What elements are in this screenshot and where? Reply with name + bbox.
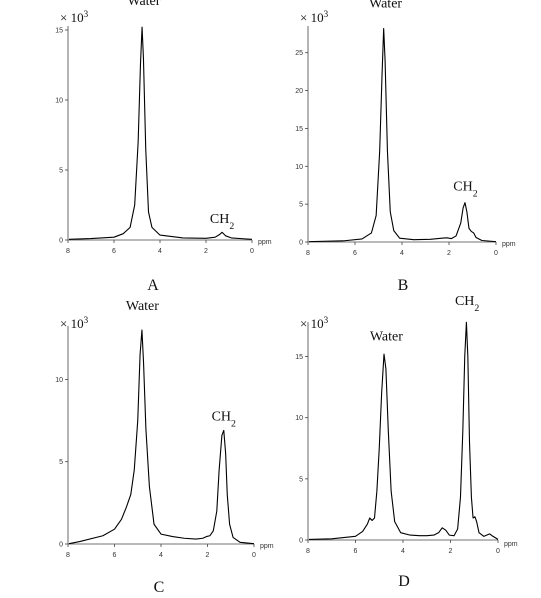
x-tick-label: 2: [206, 552, 210, 559]
x-tick-label: 8: [66, 248, 70, 255]
spectrum-panel-c: 0 5 10 8 6 4 2 0 ppm × 103 Water CH2 C: [55, 299, 274, 596]
peak-annotation: Water: [370, 330, 403, 345]
panel-letter: C: [154, 579, 165, 596]
x-tick-label: 8: [66, 552, 70, 559]
x-tick-label: 6: [354, 548, 358, 555]
x-axis-unit-label: ppm: [258, 239, 272, 246]
x-tick-label: 0: [496, 548, 500, 555]
x-tick-label: 2: [449, 548, 453, 555]
y-tick-label: 10: [295, 415, 303, 422]
peak-annotation: CH2: [455, 294, 479, 314]
x-tick-label: 6: [113, 552, 117, 559]
panel-letter: D: [398, 573, 410, 590]
y-tick-label: 0: [299, 538, 303, 545]
x-axis-unit-label: ppm: [502, 241, 516, 248]
x-tick-label: 2: [204, 248, 208, 255]
x-tick-label: 4: [158, 248, 162, 255]
y-tick-label: 15: [55, 28, 63, 35]
x-tick-label: 4: [400, 250, 404, 257]
x-tick-label: 8: [306, 250, 310, 257]
y-tick-label: 15: [295, 126, 303, 133]
x-tick-label: 6: [112, 248, 116, 255]
x-tick-label: 0: [252, 552, 256, 559]
x-tick-label: 0: [494, 250, 498, 257]
peak-annotation: CH2: [453, 180, 477, 200]
panel-letter: A: [147, 277, 159, 294]
spectrum-line: [68, 329, 255, 545]
y-tick-label: 20: [295, 88, 303, 95]
y-multiplier-label: × 103: [300, 9, 329, 25]
y-tick-label: 25: [295, 50, 303, 57]
x-axis-unit-label: ppm: [504, 541, 518, 548]
y-tick-label: 5: [299, 202, 303, 209]
y-tick-label: 0: [59, 238, 63, 245]
panel-letter: B: [398, 277, 409, 294]
spectrum-panel-d: 0 5 10 15 8 6 4 2 0 ppm × 103 Water CH2 D: [295, 294, 518, 590]
y-multiplier-label: × 103: [60, 315, 89, 331]
peak-annotation: Water: [127, 0, 160, 9]
spectrum-line: [68, 26, 253, 240]
y-tick-label: 10: [295, 164, 303, 171]
x-axis-unit-label: ppm: [260, 543, 274, 550]
y-tick-label: 5: [59, 168, 63, 175]
x-tick-label: 8: [306, 548, 310, 555]
y-tick-label: 15: [295, 354, 303, 361]
x-tick-label: 2: [447, 250, 451, 257]
spectrum-panel-a: 0 5 10 15 8 6 4 2 0 ppm × 103 Water CH2 A: [55, 0, 272, 294]
y-multiplier-label: × 103: [300, 315, 329, 331]
y-tick-label: 0: [299, 240, 303, 247]
y-multiplier-label: × 103: [60, 9, 89, 25]
x-tick-label: 0: [250, 248, 254, 255]
y-tick-label: 0: [59, 542, 63, 549]
y-tick-label: 5: [59, 459, 63, 466]
y-tick-label: 10: [55, 377, 63, 384]
spectrum-line: [308, 27, 497, 243]
peak-annotation: Water: [369, 0, 402, 11]
peak-annotation: Water: [126, 299, 159, 314]
x-tick-label: 6: [353, 250, 357, 257]
spectrum-line: [308, 321, 499, 540]
peak-annotation: CH2: [212, 410, 236, 430]
x-tick-label: 4: [159, 552, 163, 559]
x-tick-label: 4: [401, 548, 405, 555]
y-tick-label: 5: [299, 476, 303, 483]
y-tick-label: 10: [55, 98, 63, 105]
peak-annotation: CH2: [210, 212, 234, 232]
